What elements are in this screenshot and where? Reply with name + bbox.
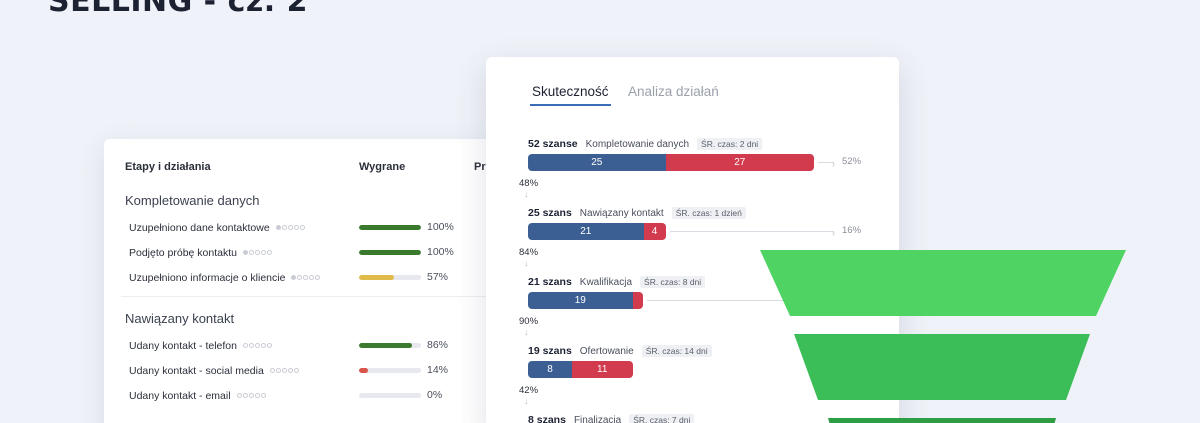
table-row[interactable]: Udany kontakt - social media 14% [129,362,524,378]
group-title: Nawiązany kontakt [125,311,235,326]
tab-effectiveness[interactable]: Skuteczność [530,84,611,106]
stage-avg-time: ŚR. czas: 2 dni [697,138,763,150]
funnel-tier-1 [760,250,1126,316]
group-title: Kompletowanie danych [125,193,260,208]
row-label: Uzupełniono dane kontaktowe [129,221,306,234]
table-row[interactable]: Podjęto próbę kontaktu 100% [129,244,524,260]
stage-bar-won: 25 [528,154,666,171]
stage-bar-lost: 4 [643,223,666,240]
stage-bar-won: 19 [528,292,633,309]
rating-dots [243,246,273,258]
arrow-down-icon: ↓ [524,189,529,199]
arrow-down-icon: ↓ [524,327,529,337]
stage-bar: 21 4 [528,223,666,240]
funnel-graphic [760,250,1126,423]
funnel-stage[interactable]: 19 szans Ofertowanie ŚR. czas: 14 dni 8 11 [528,345,868,378]
chevron-right-icon: › [832,228,835,238]
transition-percent: 90% [519,316,539,327]
rating-dots [275,221,306,233]
arrow-down-icon: ↓ [524,258,529,268]
stage-name: Kwalifikacja [579,277,633,288]
conversion-percent: 16% [842,225,862,236]
row-label: Udany kontakt - social media [129,364,300,377]
stage-count: 19 szans [528,345,572,357]
stage-name: Nawiązany kontakt [579,208,664,219]
stage-bar: 25 27 [528,154,814,171]
stage-count: 52 szanse [528,138,578,150]
table-row[interactable]: Uzupełniono informacje o kliencie 57% [129,269,524,285]
conversion-percent: 52% [842,156,862,167]
stage-name: Ofertowanie [579,346,634,357]
stage-transition: 48% ↓ [519,178,538,199]
conversion-line [669,231,834,232]
rating-dots [236,389,267,401]
won-percent: 100% [427,221,454,233]
stage-count: 21 szans [528,276,572,288]
rating-dots [269,364,300,376]
stage-bar-lost: 11 [572,361,633,378]
stage-bar-won: 8 [528,361,572,378]
row-label: Udany kontakt - email [129,389,267,402]
funnel-stage[interactable]: 25 szans Nawiązany kontakt ŚR. czas: 1 dzi… [528,207,868,240]
stage-name: Kompletowanie danych [585,139,690,150]
won-progress-bar [359,368,421,373]
won-progress-bar [359,250,421,255]
stage-transition: 84% ↓ [519,247,538,268]
won-progress-bar [359,393,421,398]
stage-bar: 19 [528,292,643,309]
funnel-stage[interactable]: 8 szans Finalizacja ŚR. czas: 7 dni [528,414,868,423]
won-percent: 0% [427,389,443,401]
col-stages-header: Etapy i działania [125,161,211,173]
funnel-tier-2 [794,334,1090,400]
funnel-stage[interactable]: 21 szans Kwalifikacja ŚR. czas: 8 dni 19 [528,276,868,309]
rating-dots [242,339,273,351]
won-progress-bar [359,225,421,230]
stage-transition: 90% ↓ [519,316,538,337]
stage-count: 8 szans [528,414,566,423]
conversion-line [818,162,834,163]
stage-name: Finalizacja [573,415,622,423]
stage-bar: 8 11 [528,361,633,378]
table-row[interactable]: Udany kontakt - email 0% [129,387,524,403]
transition-percent: 48% [519,178,539,189]
group-divider [121,296,524,297]
arrow-down-icon: ↓ [524,396,529,406]
stage-count: 25 szans [528,207,572,219]
won-progress-bar [359,275,421,280]
won-percent: 14% [427,364,449,376]
stage-avg-time: ŚR. czas: 8 dni [640,276,706,288]
won-percent: 100% [427,246,454,258]
row-label: Podjęto próbę kontaktu [129,246,273,259]
col-won-header: Wygrane [359,161,406,173]
stage-transition: 42% ↓ [519,385,538,406]
won-percent: 57% [427,271,449,283]
stage-avg-time: ŚR. czas: 7 dni [629,414,695,423]
transition-percent: 84% [519,247,539,258]
conversion-line [646,300,792,301]
stage-avg-time: ŚR. czas: 1 dzień [671,207,746,219]
chevron-right-icon: › [832,159,835,169]
table-row[interactable]: Udany kontakt - telefon 86% [129,337,524,353]
stages-table-card: Etapy i działania Wygrane Pr Kompletowan… [104,139,524,423]
stage-bar-lost: 27 [665,154,814,171]
stage-bar-lost [632,292,643,309]
rating-dots [291,271,321,283]
stage-avg-time: ŚR. czas: 14 dni [641,345,712,357]
transition-percent: 42% [519,385,539,396]
funnel-tier-3 [828,418,1056,423]
row-label: Udany kontakt - telefon [129,339,273,352]
funnel-stage[interactable]: 52 szanse Kompletowanie danych ŚR. czas: 2… [528,138,868,171]
page-headline: SELLING - cz. 2 [48,0,309,19]
won-progress-bar [359,343,421,348]
table-row[interactable]: Uzupełniono dane kontaktowe 100% [129,219,524,235]
stage-bar-won: 21 [528,223,644,240]
col-pr-header: Pr [474,161,486,173]
won-percent: 86% [427,339,449,351]
tab-activity-analysis[interactable]: Analiza działań [628,84,719,99]
row-label: Uzupełniono informacje o kliencie [129,271,321,284]
